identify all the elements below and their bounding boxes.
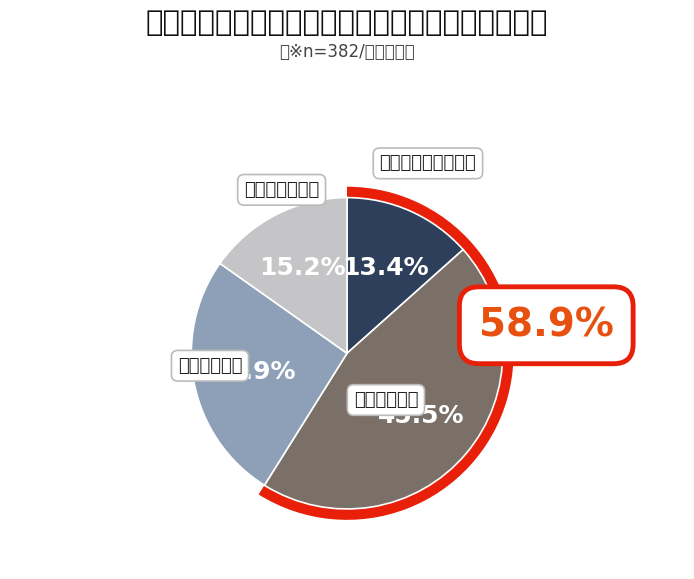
Text: 13.4%: 13.4%	[342, 256, 428, 280]
Text: 58.9%: 58.9%	[479, 306, 613, 345]
Wedge shape	[259, 186, 514, 520]
Text: 毀損している: 毀損している	[354, 391, 418, 409]
Text: 45.5%: 45.5%	[378, 404, 464, 427]
Text: 影響は小さい: 影響は小さい	[178, 357, 242, 375]
Text: 15.2%: 15.2%	[260, 255, 346, 280]
Wedge shape	[192, 263, 347, 485]
Text: （※n=382/単一回答）: （※n=382/単一回答）	[279, 43, 415, 61]
Text: 25.9%: 25.9%	[209, 360, 296, 384]
Text: 毀損していない: 毀損していない	[244, 181, 319, 199]
Wedge shape	[264, 250, 502, 509]
Text: ステークホルダーとの連携不全による成果への影響: ステークホルダーとの連携不全による成果への影響	[146, 9, 548, 36]
Wedge shape	[347, 197, 463, 353]
Text: 著しく毀損している: 著しく毀損している	[380, 155, 476, 173]
Wedge shape	[220, 197, 347, 353]
